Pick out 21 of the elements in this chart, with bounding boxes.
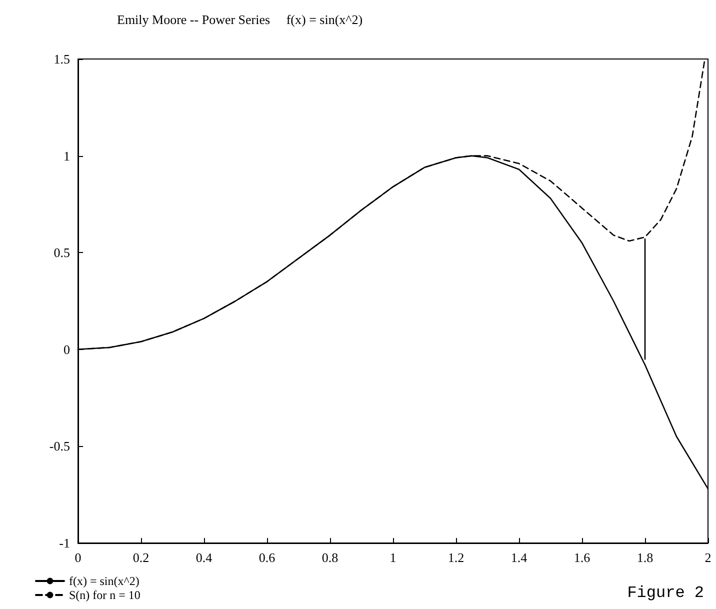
x-tick-label: 1.4 [510,550,528,565]
x-tick-label: 0.6 [258,550,276,565]
x-tick-label: 0 [74,550,82,565]
y-tick-label: 0.5 [54,245,70,260]
x-tick-label: 0.4 [196,550,213,565]
chart-title: Emily Moore -- Power Series f(x) = sin(x^2) [117,12,363,27]
caption: Figure 2 [627,584,704,602]
y-tick-label: -1 [59,536,70,550]
x-tick-label: 1.8 [636,550,654,565]
y-tick-label: 0 [64,342,70,357]
y-tick-label: 1.5 [54,52,70,66]
x-tick-label: 1 [390,550,396,565]
x-tick-label: 0.2 [132,550,150,565]
x-tick-label: 1.2 [448,550,464,565]
x-tick-label: 1.6 [574,550,591,565]
y-tick-label: 1 [64,148,70,164]
x-tick-label: 2 [704,550,712,565]
legend-label: S(n) for n = 10 [69,588,140,602]
x-tick-label: 0.8 [322,550,338,565]
legend-label: f(x) = sin(x^2) [69,574,140,588]
y-tick-label: -0.5 [49,438,70,454]
